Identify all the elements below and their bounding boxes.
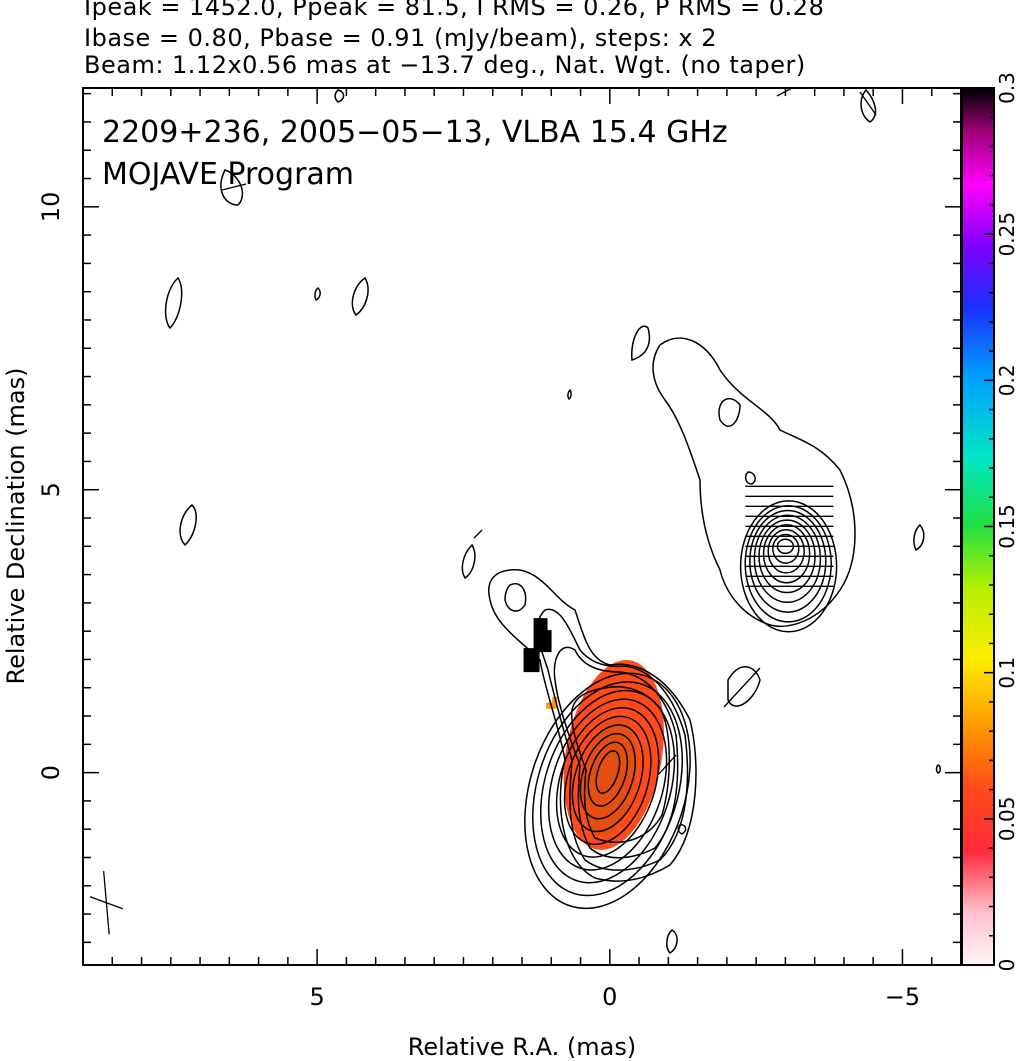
- evpa-vector: [657, 754, 677, 776]
- contour-jet-feature: [762, 524, 811, 584]
- colorbar-tick-label: 0.05: [995, 797, 1019, 842]
- contour-core: [587, 741, 629, 807]
- polarization-knot-patch: [523, 618, 552, 673]
- program-label: MOJAVE Program: [102, 157, 354, 192]
- contour-core: [555, 707, 660, 858]
- contour-jet-feature: [749, 509, 827, 613]
- contour-extended: [164, 276, 183, 330]
- evpa-vector: [776, 88, 793, 97]
- colorbar-tick-label: 0.1: [995, 657, 1019, 689]
- contour-extended: [504, 583, 527, 612]
- colorbar-tick-label: 0.25: [995, 212, 1019, 257]
- contour-extended: [860, 88, 877, 123]
- contour-extended: [935, 764, 941, 774]
- contour-jet-feature: [744, 504, 832, 623]
- contour-core: [579, 732, 636, 820]
- evpa-vector: [473, 529, 483, 539]
- contour-extended: [220, 169, 244, 206]
- header-beam-line: Beam: 1.12x0.56 mas at −13.7 deg., Nat. …: [84, 51, 806, 79]
- contour-extended: [727, 666, 761, 707]
- contour-core: [524, 672, 691, 910]
- contour-core: [595, 750, 621, 794]
- x-axis-label: Relative R.A. (mas): [408, 1033, 636, 1061]
- evpa-vector: [723, 667, 761, 708]
- contour-core: [539, 689, 676, 884]
- colorbar-tick-label: 0: [995, 959, 1019, 972]
- contour-extended: [652, 337, 856, 627]
- evpa-vector: [221, 183, 247, 191]
- contour-jet-feature: [772, 533, 800, 564]
- x-tick-label: −5: [885, 983, 920, 1011]
- y-axis-label: Relative Declination (mas): [2, 367, 30, 684]
- y-tick-label: 10: [37, 192, 65, 223]
- contour-extended: [488, 569, 697, 882]
- contour-jet-feature: [753, 514, 822, 604]
- contour-jet-feature: [767, 528, 805, 574]
- contour-core: [532, 681, 684, 897]
- contour-extended: [631, 325, 651, 361]
- source-title: 2209+236, 2005−05−13, VLBA 15.4 GHz: [102, 115, 728, 150]
- contour-extended: [666, 929, 678, 954]
- evpa-vector: [859, 91, 877, 116]
- colorbar-tick-label: 0.3: [995, 72, 1019, 104]
- colorbar-tick-label: 0.15: [995, 504, 1019, 549]
- contour-extended: [913, 523, 925, 552]
- contour-extended: [461, 543, 476, 580]
- contour-extended: [351, 276, 369, 317]
- contour-extended: [570, 686, 671, 843]
- y-tick-label: 0: [37, 765, 65, 780]
- contour-jet-feature: [739, 500, 838, 633]
- contour-extended: [677, 824, 687, 835]
- beam-minor-axis: [89, 896, 124, 910]
- polarization-spot-patch: [546, 696, 558, 709]
- contour-extended: [744, 471, 756, 485]
- contour-extended: [179, 504, 197, 547]
- contour-extended: [536, 608, 689, 871]
- colorbar-tick-label: 0.2: [995, 364, 1019, 396]
- x-tick-label: 5: [309, 983, 324, 1011]
- header-base-line: Ibase = 0.80, Pbase = 0.91 (mJy/beam), s…: [84, 24, 718, 52]
- x-tick-label: 0: [602, 983, 617, 1011]
- contour-extended: [334, 89, 345, 103]
- contour-extended: [718, 398, 741, 427]
- contour-extended: [567, 388, 572, 400]
- contour-extended: [314, 287, 321, 302]
- contour-core: [547, 698, 668, 871]
- contour-extended: [553, 646, 679, 859]
- y-tick-label: 5: [37, 482, 65, 497]
- header-peak-line: Ipeak = 1452.0, Ppeak = 81.5, I RMS = 0.…: [84, 0, 825, 21]
